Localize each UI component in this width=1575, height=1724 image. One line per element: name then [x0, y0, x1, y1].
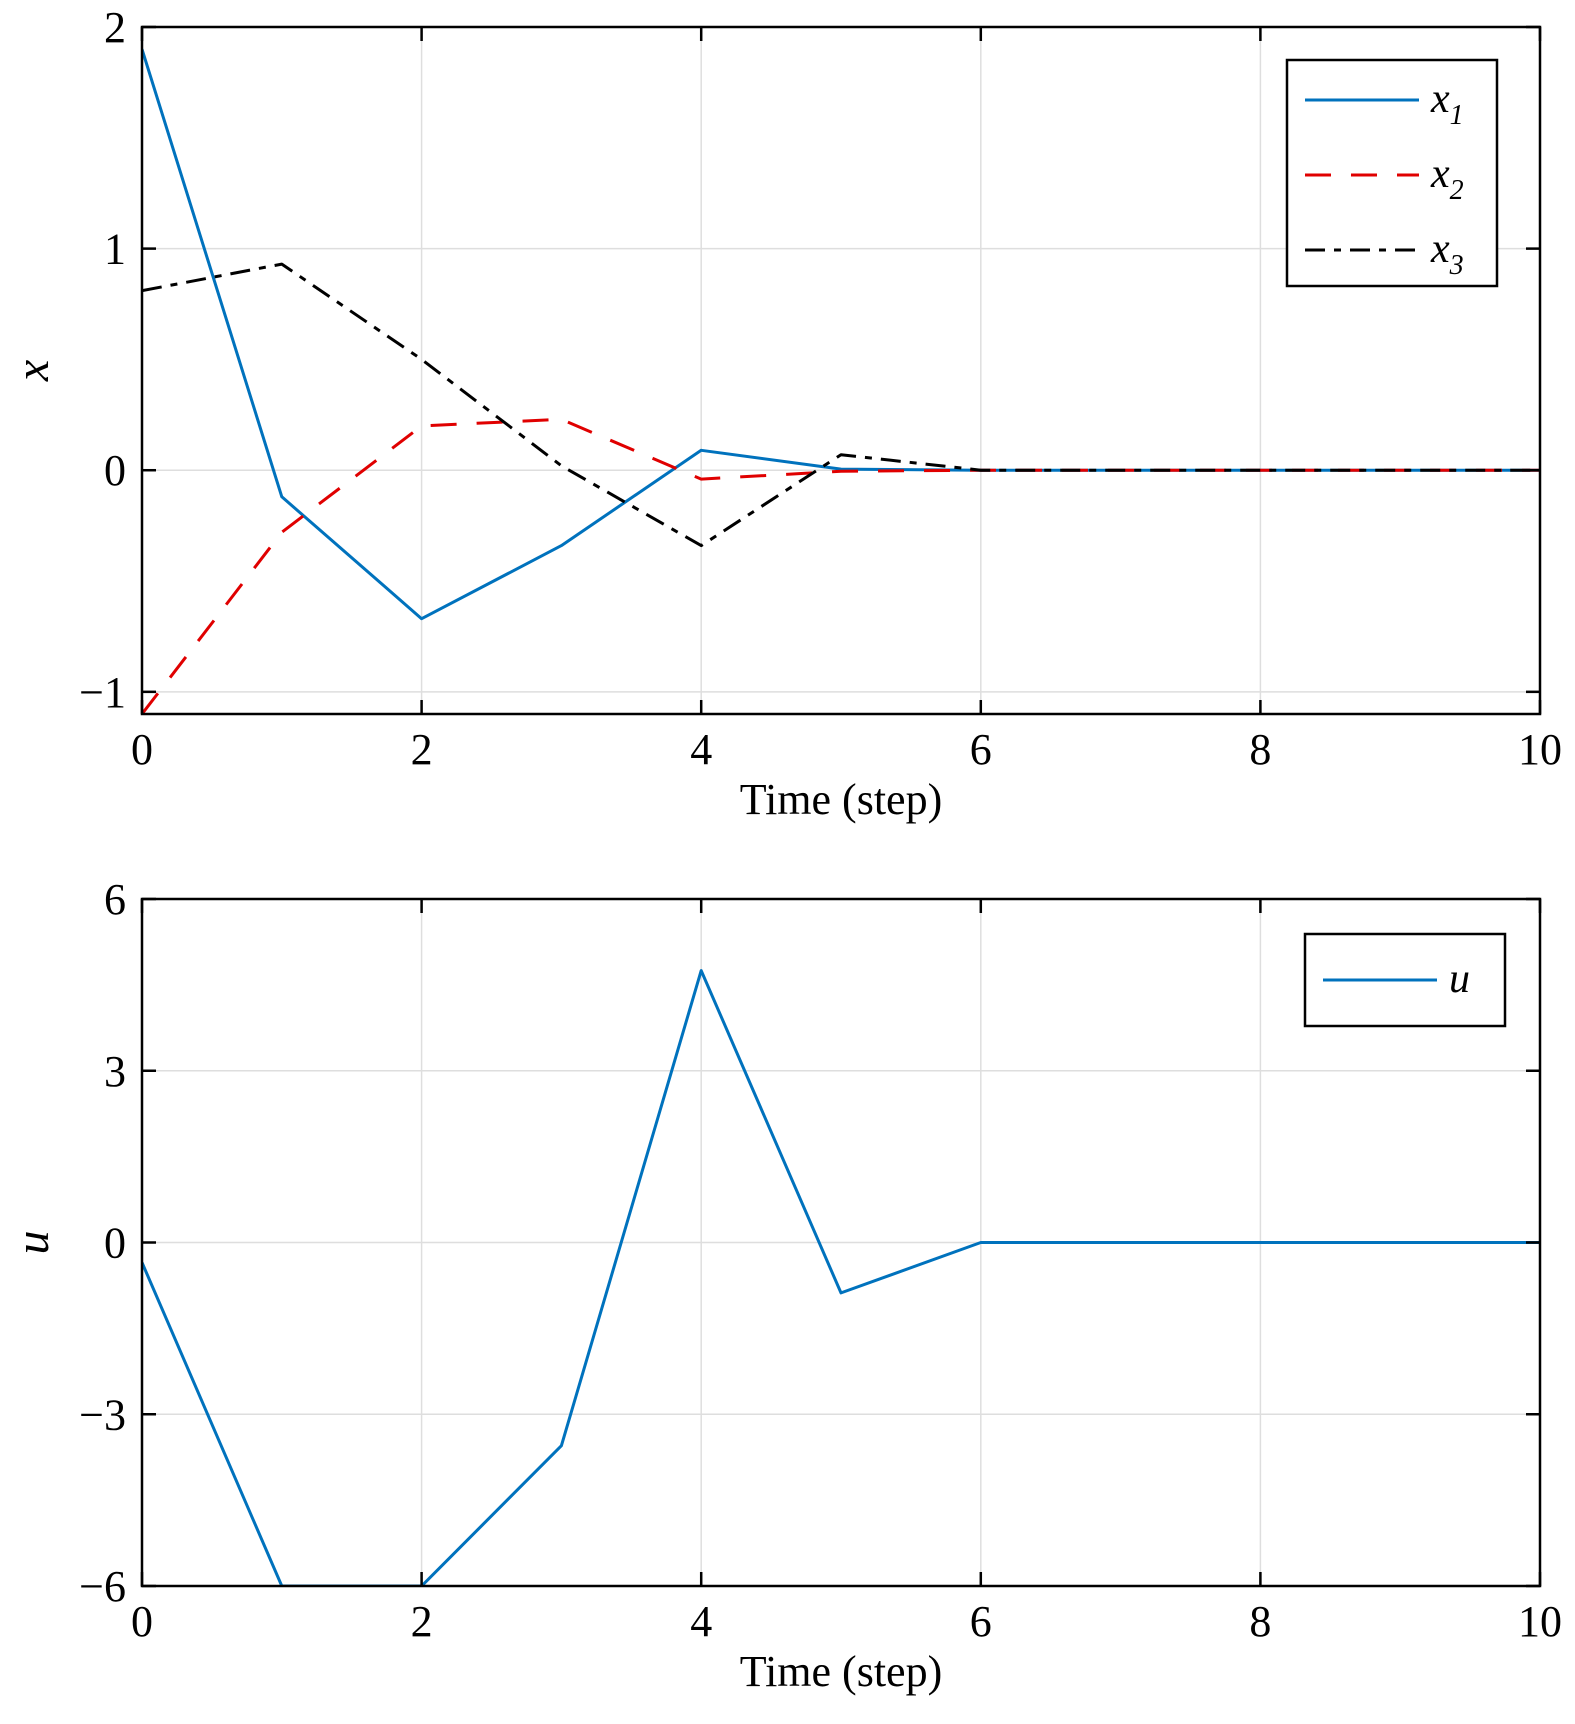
x-tick-label: 0	[131, 1597, 153, 1646]
axes-box	[140, 25, 1542, 716]
y-tick-label: 0	[104, 446, 126, 495]
x-tick-label: 2	[411, 725, 433, 774]
series-group	[142, 48, 1540, 714]
y-tick-label: −3	[79, 1390, 126, 1439]
series-line-u	[142, 969, 1540, 1586]
legend-label-x3: x3	[1430, 226, 1464, 281]
x-tick-label: 8	[1249, 1597, 1271, 1646]
y-tick-label: 3	[104, 1047, 126, 1096]
series-line-x3	[142, 262, 1540, 548]
series-group	[142, 969, 1540, 1586]
x-tick-label: 6	[970, 725, 992, 774]
legend: u	[1303, 932, 1507, 1028]
legend-box	[1285, 58, 1499, 288]
x-tick-label: 0	[131, 725, 153, 774]
x-tick-label: 8	[1249, 725, 1271, 774]
y-axis-label: u	[6, 1231, 59, 1255]
y-tick-label: 1	[104, 225, 126, 274]
y-tick-label: −6	[79, 1562, 126, 1611]
x-axis-label: Time (step)	[740, 1647, 943, 1696]
x-tick-label: 2	[411, 1597, 433, 1646]
y-tick-label: 0	[104, 1219, 126, 1268]
legend-subscript: 3	[1449, 250, 1464, 281]
x-tick-label: 4	[690, 1597, 712, 1646]
chart-panel-2: 0 2 4 6 8 10 −6 −3 0 3 6 Time (step) u u	[6, 875, 1562, 1696]
x-axis-label: Time (step)	[740, 775, 943, 824]
legend-subscript: 2	[1450, 175, 1464, 206]
legend-subscript: 1	[1450, 100, 1464, 131]
y-tick-label: 6	[104, 875, 126, 924]
x-tick-label: 10	[1518, 725, 1562, 774]
y-axis-label: x	[6, 360, 59, 382]
x-tick-label: 6	[970, 1597, 992, 1646]
x-tick-label: 10	[1518, 1597, 1562, 1646]
legend-label-u: u	[1449, 956, 1470, 1002]
x-tick-label: 4	[690, 725, 712, 774]
series-line-x2	[142, 417, 1540, 714]
y-tick-label: 2	[104, 3, 126, 52]
y-tick-label: −1	[79, 668, 126, 717]
